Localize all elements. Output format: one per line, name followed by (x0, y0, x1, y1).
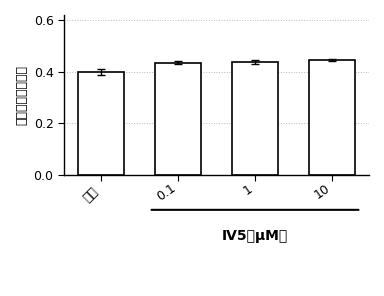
Bar (155, 63, 201, 175)
Bar (232, 62, 278, 175)
Text: 1: 1 (241, 182, 255, 197)
Bar (78, 72, 124, 175)
Y-axis label: 乳酸脱氢酶漏出率: 乳酸脱氢酶漏出率 (15, 65, 28, 125)
Text: 10: 10 (311, 182, 332, 202)
Text: 正常: 正常 (81, 185, 101, 205)
Text: IV5（μM）: IV5（μM） (222, 229, 288, 243)
Text: 0.1: 0.1 (154, 182, 178, 204)
Bar (309, 60, 355, 175)
